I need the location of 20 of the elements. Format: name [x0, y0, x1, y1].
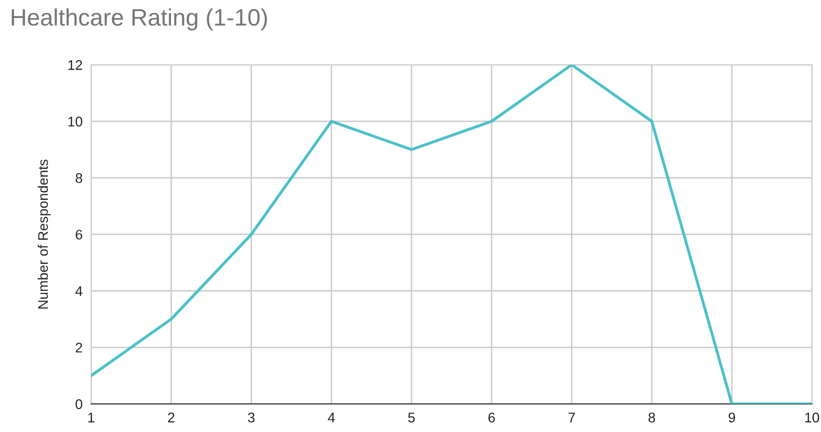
x-tick-label: 4 [328, 412, 335, 422]
y-tick-label: 10 [68, 116, 82, 126]
chart-title: Healthcare Rating (1-10) [12, 8, 267, 30]
y-tick-label: 6 [76, 230, 82, 240]
y-tick-label: 8 [76, 173, 82, 184]
x-tick-label: 2 [168, 412, 174, 422]
x-tick-label: 1 [88, 412, 94, 422]
x-tick-label: 8 [648, 412, 656, 422]
y-tick-label: 4 [75, 286, 82, 296]
y-tick-label: 12 [68, 60, 82, 70]
x-tick-label: 6 [488, 412, 495, 422]
x-tick-label: 10 [805, 412, 820, 422]
x-tick-label: 7 [568, 412, 575, 422]
x-tick-label: 5 [408, 412, 415, 422]
y-tick-label: 2 [76, 342, 82, 352]
line-series [91, 64, 812, 404]
x-tick-label: 9 [728, 412, 736, 422]
x-tick-label: 3 [248, 412, 255, 422]
y-axis-title: Number of Respondents [38, 160, 51, 308]
y-tick-label: 0 [76, 399, 82, 410]
